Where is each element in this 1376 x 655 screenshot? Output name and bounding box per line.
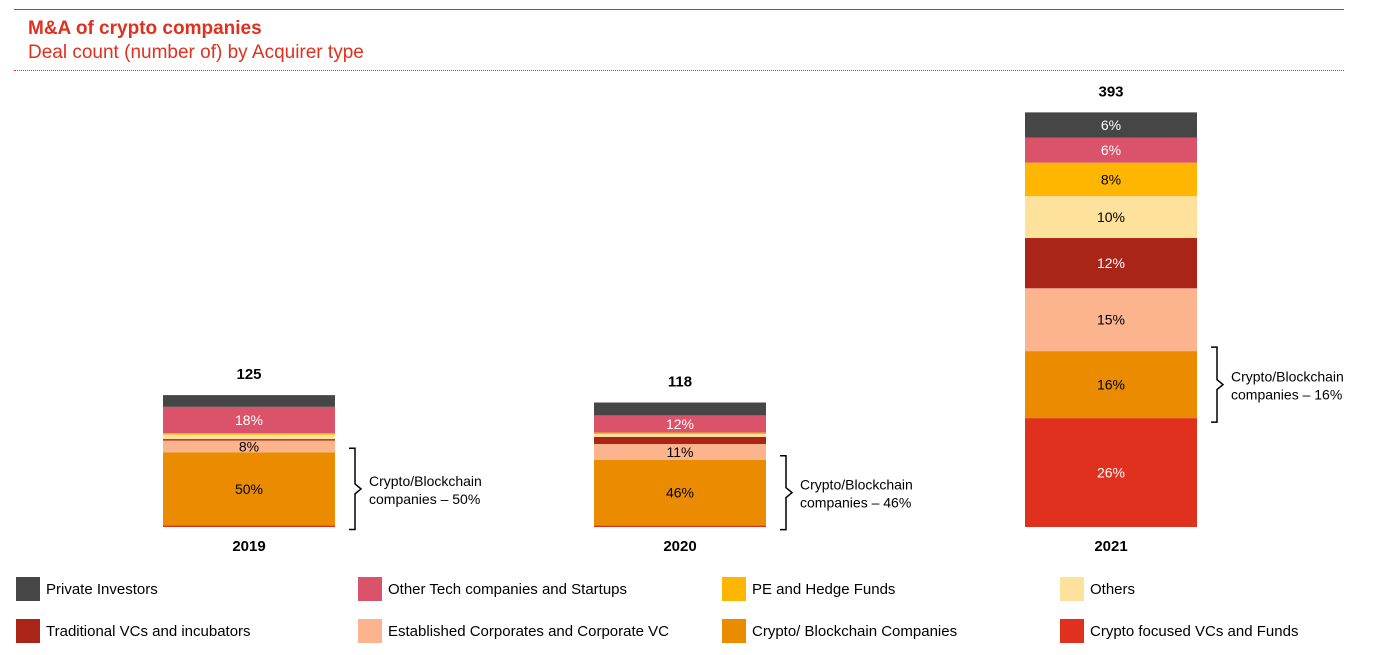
- legend-label: Private Investors: [46, 580, 158, 598]
- legend-item-crypto-focused-vcs-and-funds: Crypto focused VCs and Funds: [1060, 618, 1298, 644]
- x-tick-label-2019: 2019: [232, 538, 265, 555]
- x-tick-label-2020: 2020: [663, 538, 696, 555]
- bar-segment-2020-other-tech-companies-and-startups: [594, 415, 766, 433]
- annotation-line1-2020: Crypto/Blockchain: [800, 477, 913, 493]
- legend-swatch: [16, 577, 40, 601]
- title-divider: [14, 70, 1344, 71]
- bar-segment-2021-other-tech-companies-and-startups: [1025, 137, 1197, 163]
- bar-segment-2020-private-investors: [594, 402, 766, 416]
- data-label-2019-crypto-blockchain-companies: 50%: [235, 481, 263, 497]
- legend-item-pe-and-hedge-funds: PE and Hedge Funds: [722, 576, 895, 602]
- annotation-bracket-2020: [780, 454, 794, 531]
- legend-label: Crypto/ Blockchain Companies: [752, 622, 958, 640]
- data-label-2021-pe-and-hedge-funds: 8%: [1101, 171, 1121, 187]
- annotation-line2-2020: companies – 46%: [800, 495, 911, 511]
- total-label-2021: 393: [1098, 83, 1123, 100]
- legend-label: Others: [1090, 580, 1136, 598]
- data-label-2021-private-investors: 6%: [1101, 117, 1121, 133]
- chart-legend: Private Investors Other Tech companies an…: [16, 576, 1356, 646]
- total-label-2019: 125: [236, 366, 261, 383]
- bar-segment-2020-pe-and-hedge-funds: [594, 432, 766, 434]
- legend-swatch: [358, 577, 382, 601]
- bar-segment-2020-established-corporates-and-corporate-vc: [594, 444, 766, 460]
- bar-segment-2019-established-corporates-and-corporate-vc: [163, 440, 335, 453]
- chart-subtitle: Deal count (number of) by Acquirer type: [28, 42, 364, 63]
- annotation-line1-2021: Crypto/Blockchain: [1231, 369, 1344, 385]
- bar-segment-2019-other-tech-companies-and-startups: [163, 406, 335, 434]
- bar-segment-2021-others: [1025, 196, 1197, 239]
- annotation-bracket-2021: [1211, 346, 1225, 423]
- stacked-bar-chart: 50% 8% 18% 125 2019 Crypto/Blockchain companie…: [163, 83, 1344, 555]
- bar-segment-2020-others: [594, 433, 766, 437]
- bar-segment-2020-crypto-focused-vcs-and-funds: [594, 525, 766, 527]
- legend-label: Established Corporates and Corporate VC: [388, 622, 669, 640]
- legend-label: PE and Hedge Funds: [752, 580, 896, 598]
- bar-segment-2021-pe-and-hedge-funds: [1025, 162, 1197, 197]
- legend-label: Crypto focused VCs and Funds: [1090, 622, 1299, 640]
- bar-segment-2021-crypto-focused-vcs-and-funds: [1025, 418, 1197, 527]
- bar-segment-2021-crypto-blockchain-companies: [1025, 351, 1197, 419]
- data-label-2020-established-corporates-and-corporate-vc: 11%: [667, 444, 694, 460]
- legend-item-established-corporates-and-corporate-vc: Established Corporates and Corporate VC: [358, 618, 669, 644]
- annotation-bracket-2019: [349, 447, 363, 531]
- legend-swatch: [722, 577, 746, 601]
- data-label-2019-established-corporates-and-corporate-vc: 8%: [239, 438, 259, 454]
- total-label-2020: 118: [668, 374, 692, 391]
- legend-label: Traditional VCs and incubators: [46, 622, 251, 640]
- data-label-2021-established-corporates-and-corporate-vc: 15%: [1097, 312, 1125, 328]
- legend-item-crypto-blockchain-companies: Crypto/ Blockchain Companies: [722, 618, 957, 644]
- legend-swatch: [16, 619, 40, 643]
- bar-segment-2019-private-investors: [163, 395, 335, 407]
- annotation-line1-2019: Crypto/Blockchain: [369, 473, 482, 489]
- data-label-2021-crypto-blockchain-companies: 16%: [1097, 377, 1125, 393]
- data-label-2021-others: 10%: [1097, 209, 1125, 225]
- bar-segment-2021-traditional-vcs-and-incubators: [1025, 238, 1197, 289]
- bar-segment-2019-pe-and-hedge-funds: [163, 433, 335, 435]
- legend-item-traditional-vcs-and-incubators: Traditional VCs and incubators: [16, 618, 251, 644]
- legend-swatch: [1060, 619, 1084, 643]
- bar-segment-2020-traditional-vcs-and-incubators: [594, 436, 766, 445]
- top-rule: [14, 9, 1344, 10]
- legend-label: Other Tech companies and Startups: [388, 580, 628, 598]
- legend-item-other-tech-companies-and-startups: Other Tech companies and Startups: [358, 576, 627, 602]
- data-label-2019-other-tech-companies-and-startups: 18%: [235, 412, 263, 428]
- legend-swatch: [1060, 577, 1084, 601]
- data-label-2020-crypto-blockchain-companies: 46%: [666, 485, 694, 501]
- chart-title: M&A of crypto companies: [28, 18, 262, 39]
- bar-segment-2019-crypto-focused-vcs-and-funds: [163, 525, 335, 527]
- bar-segment-2019-others: [163, 434, 335, 440]
- annotation-line2-2019: companies – 50%: [369, 491, 480, 507]
- legend-swatch: [722, 619, 746, 643]
- data-label-2021-crypto-focused-vcs-and-funds: 26%: [1097, 465, 1125, 481]
- bar-segment-2020-crypto-blockchain-companies: [594, 459, 766, 526]
- bar-segment-2021-established-corporates-and-corporate-vc: [1025, 288, 1197, 352]
- bar-segment-2021-private-investors: [1025, 112, 1197, 138]
- legend-swatch: [358, 619, 382, 643]
- annotation-line2-2021: companies – 16%: [1231, 387, 1342, 403]
- bar-segment-2019-crypto-blockchain-companies: [163, 452, 335, 526]
- legend-item-private-investors: Private Investors: [16, 576, 158, 602]
- x-tick-label-2021: 2021: [1094, 538, 1127, 555]
- bar-segment-2019-traditional-vcs-and-incubators: [163, 439, 335, 441]
- data-label-2020-other-tech-companies-and-startups: 12%: [666, 416, 694, 432]
- data-label-2021-traditional-vcs-and-incubators: 12%: [1097, 255, 1125, 271]
- data-label-2021-other-tech-companies-and-startups: 6%: [1101, 142, 1121, 158]
- legend-item-others: Others: [1060, 576, 1135, 602]
